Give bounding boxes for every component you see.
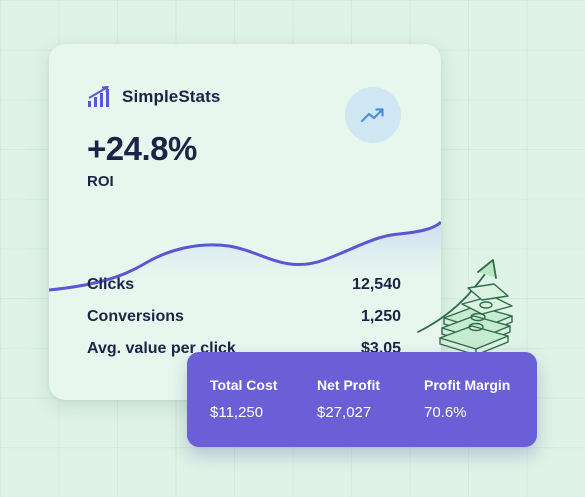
summary-label: Total Cost (210, 377, 278, 393)
brand-name: SimpleStats (122, 87, 221, 106)
roi-card: SimpleStats +24.8% ROI Clicks 12,54 (49, 44, 441, 400)
stat-label: Conversions (87, 308, 184, 325)
stat-row-conversions: Conversions 1,250 (87, 308, 401, 340)
summary-profit-margin: Profit Margin 70.6% (424, 377, 531, 447)
trend-up-icon (360, 108, 384, 123)
money-stack-illustration (417, 259, 513, 356)
roi-label: ROI (87, 173, 114, 190)
stat-value: 12,540 (352, 276, 401, 293)
summary-value: $27,027 (317, 404, 372, 421)
roi-value: +24.8% (87, 130, 197, 167)
stat-value: 1,250 (360, 308, 401, 325)
summary-net-profit: Net Profit $27,027 (317, 377, 424, 447)
brand: SimpleStats (87, 86, 220, 108)
stat-row-clicks: Clicks 12,540 (87, 276, 401, 308)
trend-badge (345, 87, 401, 143)
roi-trend-line (49, 220, 441, 294)
summary-label: Profit Margin (424, 377, 511, 393)
summary-value: 70.6% (424, 404, 467, 421)
stat-label: Clicks (87, 276, 135, 293)
summary-value: $11,250 (210, 404, 264, 421)
bar-chart-up-icon (88, 86, 109, 107)
summary-label: Net Profit (317, 377, 380, 393)
summary-panel: Total Cost $11,250 Net Profit $27,027 Pr… (187, 352, 537, 447)
summary-total-cost: Total Cost $11,250 (210, 377, 317, 447)
